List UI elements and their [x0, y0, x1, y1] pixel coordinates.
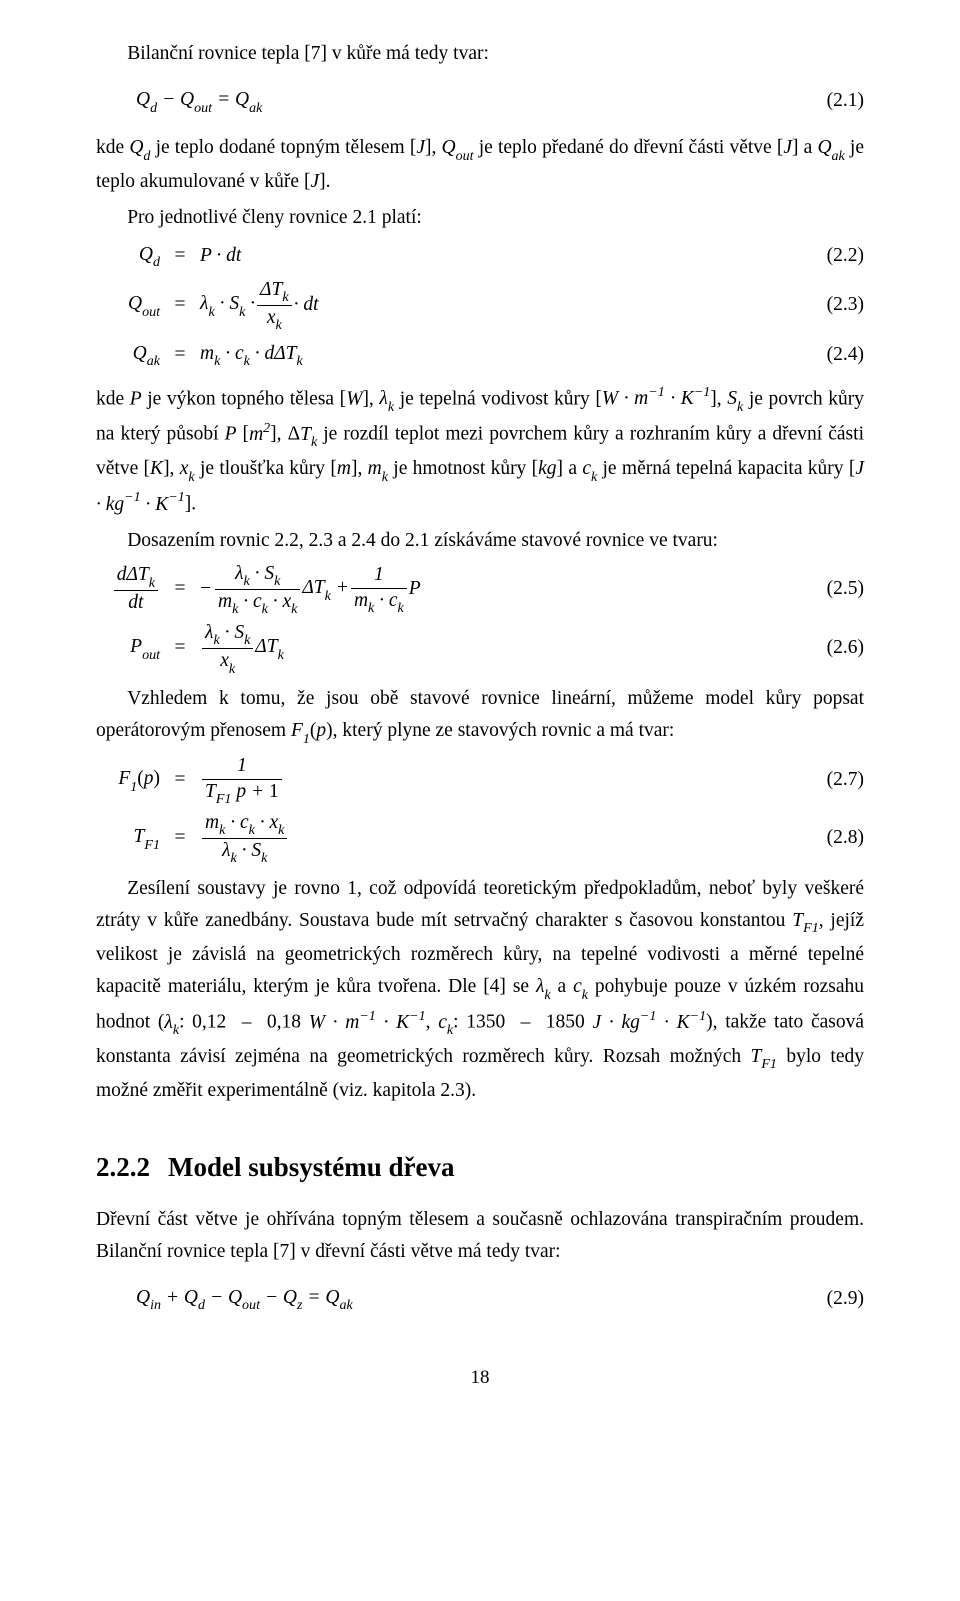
eq-rhs-mid: ΔTk + — [302, 572, 349, 606]
eq-equals: = — [160, 573, 200, 605]
fraction: 1 mk · ck — [351, 564, 407, 614]
eq-rhs: 1 TF1 p + 1 — [200, 755, 804, 805]
eq-lhs: F1(p) — [96, 763, 160, 797]
frac-den: mk · ck — [351, 589, 407, 615]
page-number: 18 — [96, 1362, 864, 1393]
eq-rhs-pre: λk · Sk · — [200, 288, 255, 322]
frac-num: 1 — [202, 755, 282, 779]
frac-num: λk · Sk — [202, 622, 253, 649]
fraction: λk · Sk mk · ck · xk — [215, 563, 300, 616]
paragraph-wood-intro: Dřevní část větve je ohřívána topným těl… — [96, 1204, 864, 1268]
eq-lhs: dΔTk dt — [96, 564, 160, 614]
eq-equals: = — [160, 822, 200, 854]
section-heading-2-2-2: 2.2.2 Model subsystému dřeva — [96, 1145, 864, 1190]
fraction: mk · ck · xk λk · Sk — [202, 812, 287, 865]
frac-den: xk — [257, 306, 292, 332]
frac-den: λk · Sk — [202, 839, 287, 865]
eq-lhs: Qout — [96, 288, 160, 322]
frac-num: λk · Sk — [215, 563, 300, 590]
eq-rhs: mk · ck · xk λk · Sk — [200, 812, 804, 865]
frac-num: dΔTk — [114, 564, 158, 591]
equation-2-1: Qd − Qout = Qak (2.1) — [96, 84, 864, 118]
eq-lhs: Qak — [96, 338, 160, 372]
frac-num: 1 — [351, 564, 407, 588]
eq-number: (2.8) — [804, 822, 864, 854]
eq-equals: = — [160, 240, 200, 272]
paragraph-intro: Bilanční rovnice tepla [7] v kůře má ted… — [96, 38, 864, 70]
equation-group-2-2-2-4: Qd = P · dt (2.2) Qout = λk · Sk · ΔTk x… — [96, 239, 864, 372]
eq-equals: = — [160, 764, 200, 796]
eq-rhs-post: · dt — [294, 289, 319, 321]
eq-lhs: TF1 — [96, 821, 160, 855]
eq-equals: = — [160, 289, 200, 321]
eq-number: (2.6) — [804, 632, 864, 664]
fraction: ΔTk xk — [257, 279, 292, 332]
frac-num: mk · ck · xk — [202, 812, 287, 839]
eq-rhs-post: P — [409, 573, 421, 605]
eq-number: (2.2) — [804, 240, 864, 272]
frac-den: dt — [114, 591, 158, 614]
section-title: Model subsystému dřeva — [168, 1152, 455, 1182]
eq-rhs: mk · ck · dΔTk — [200, 338, 804, 372]
eq-equals: = — [160, 339, 200, 371]
eq-equals: = — [160, 632, 200, 664]
eq-body: Qin + Qd − Qout − Qz = Qak — [96, 1282, 804, 1316]
paragraph-defs-2: kde P je výkon topného tělesa [W], λk je… — [96, 382, 864, 521]
paragraph-state-eq-intro: Dosazením rovnic 2.2, 2.3 a 2.4 do 2.1 z… — [96, 525, 864, 557]
frac-num: ΔTk — [257, 279, 292, 306]
eq-number: (2.3) — [804, 289, 864, 321]
paragraph-transfer-intro: Vzhledem k tomu, že jsou obě stavové rov… — [96, 683, 864, 749]
paragraph-gain: Zesílení soustavy je rovno 1, což odpoví… — [96, 873, 864, 1107]
equation-group-2-7-2-8: F1(p) = 1 TF1 p + 1 (2.7) TF1 = mk · ck … — [96, 755, 864, 865]
fraction: dΔTk dt — [114, 564, 158, 614]
eq-body: Qd − Qout = Qak — [96, 84, 804, 118]
eq-rhs: λk · Sk xk ΔTk — [200, 622, 804, 675]
eq-rhs: − λk · Sk mk · ck · xk ΔTk + 1 mk · ck P — [200, 563, 804, 616]
eq-rhs-post: ΔTk — [255, 631, 284, 665]
paragraph-defs-1: kde Qd je teplo dodané topným tělesem [J… — [96, 132, 864, 198]
eq-number: (2.5) — [804, 573, 864, 605]
eq-number: (2.9) — [804, 1283, 864, 1315]
eq-rhs: P · dt — [200, 240, 804, 272]
eq-lhs: Pout — [96, 631, 160, 665]
frac-den: mk · ck · xk — [215, 590, 300, 616]
equation-2-9: Qin + Qd − Qout − Qz = Qak (2.9) — [96, 1282, 864, 1316]
eq-number: (2.7) — [804, 764, 864, 796]
paragraph-intro-eq-members: Pro jednotlivé členy rovnice 2.1 platí: — [96, 202, 864, 234]
fraction: λk · Sk xk — [202, 622, 253, 675]
frac-den: TF1 p + 1 — [202, 780, 282, 806]
eq-number: (2.4) — [804, 339, 864, 371]
equation-group-2-5-2-6: dΔTk dt = − λk · Sk mk · ck · xk ΔTk + 1… — [96, 563, 864, 675]
section-number: 2.2.2 — [96, 1152, 150, 1182]
eq-number: (2.1) — [804, 85, 864, 117]
fraction: 1 TF1 p + 1 — [202, 755, 282, 805]
frac-den: xk — [202, 649, 253, 675]
eq-rhs: λk · Sk · ΔTk xk · dt — [200, 279, 804, 332]
eq-lhs: Qd — [96, 239, 160, 273]
